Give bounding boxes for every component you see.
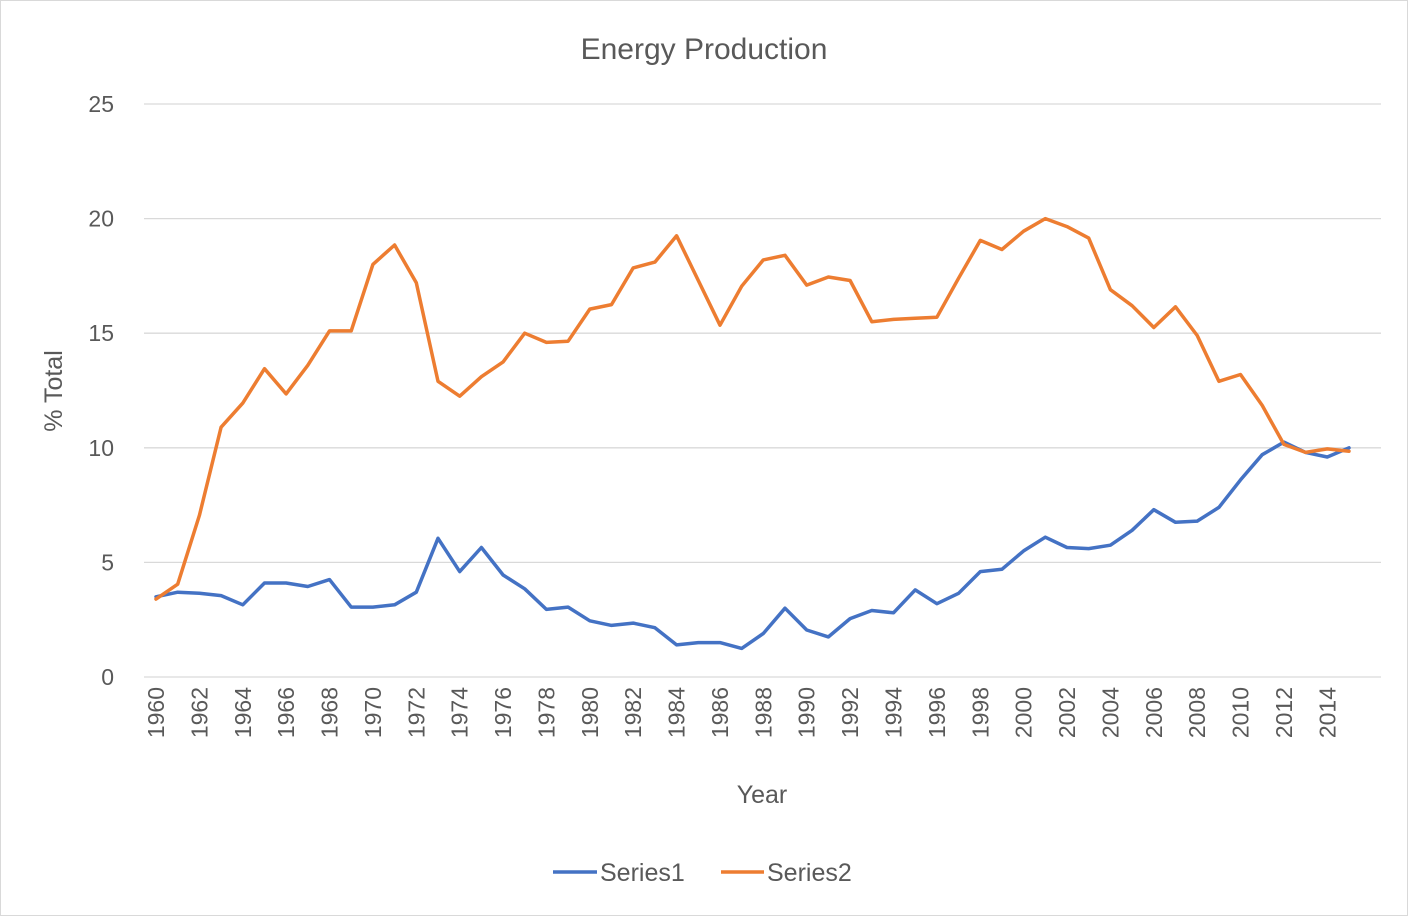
x-axis-ticks: 1960 1962 1964 1966 1968 1970 1972 1974 1976 1978…: [143, 687, 1340, 738]
x-tick-label: 1962: [186, 687, 212, 738]
legend-label: Series2: [767, 859, 852, 887]
y-tick-label: 15: [88, 320, 114, 346]
gridlines: [144, 103, 1381, 678]
series-line-series2: [154, 216, 1351, 601]
x-tick-label: 1988: [750, 687, 776, 738]
x-tick-label: 1984: [664, 687, 690, 738]
x-axis-title: Year: [737, 781, 788, 809]
y-tick-label: 5: [101, 549, 114, 575]
x-tick-label: 1974: [447, 687, 473, 738]
x-tick-label: 1996: [924, 687, 950, 738]
x-tick-label: 2002: [1054, 687, 1080, 738]
x-tick-label: 2014: [1314, 687, 1340, 738]
legend-label: Series1: [600, 859, 685, 887]
y-axis-title: % Total: [40, 350, 68, 432]
y-tick-label: 25: [88, 91, 114, 117]
x-tick-label: 1972: [403, 687, 429, 738]
x-tick-label: 1986: [707, 687, 733, 738]
x-tick-label: 1998: [967, 687, 993, 738]
x-tick-label: 1994: [880, 687, 906, 738]
y-tick-label: 10: [88, 435, 114, 461]
x-tick-label: 1980: [577, 687, 603, 738]
x-tick-label: 2004: [1097, 687, 1123, 738]
x-tick-label: 2008: [1184, 687, 1210, 738]
x-tick-label: 1990: [794, 687, 820, 738]
y-tick-label: 20: [88, 206, 114, 232]
x-tick-label: 2010: [1228, 687, 1254, 738]
x-tick-label: 1964: [230, 687, 256, 738]
x-tick-label: 2000: [1011, 687, 1037, 738]
x-tick-label: 1966: [273, 687, 299, 738]
series-line-series1: [154, 440, 1351, 651]
x-tick-label: 1992: [837, 687, 863, 738]
x-tick-label: 1970: [360, 687, 386, 738]
x-tick-label: 1982: [620, 687, 646, 738]
x-tick-label: 1968: [317, 687, 343, 738]
x-tick-label: 1978: [533, 687, 559, 738]
x-tick-label: 2012: [1271, 687, 1297, 738]
y-axis-ticks: 0 5 10 15 20 25: [88, 91, 114, 690]
series-lines: [154, 216, 1351, 651]
legend: Series1 Series2: [553, 859, 852, 887]
x-tick-label: 2006: [1141, 687, 1167, 738]
y-tick-label: 0: [101, 664, 114, 690]
x-tick-label: 1976: [490, 687, 516, 738]
x-tick-label: 1960: [143, 687, 169, 738]
chart-title: Energy Production: [581, 33, 828, 66]
